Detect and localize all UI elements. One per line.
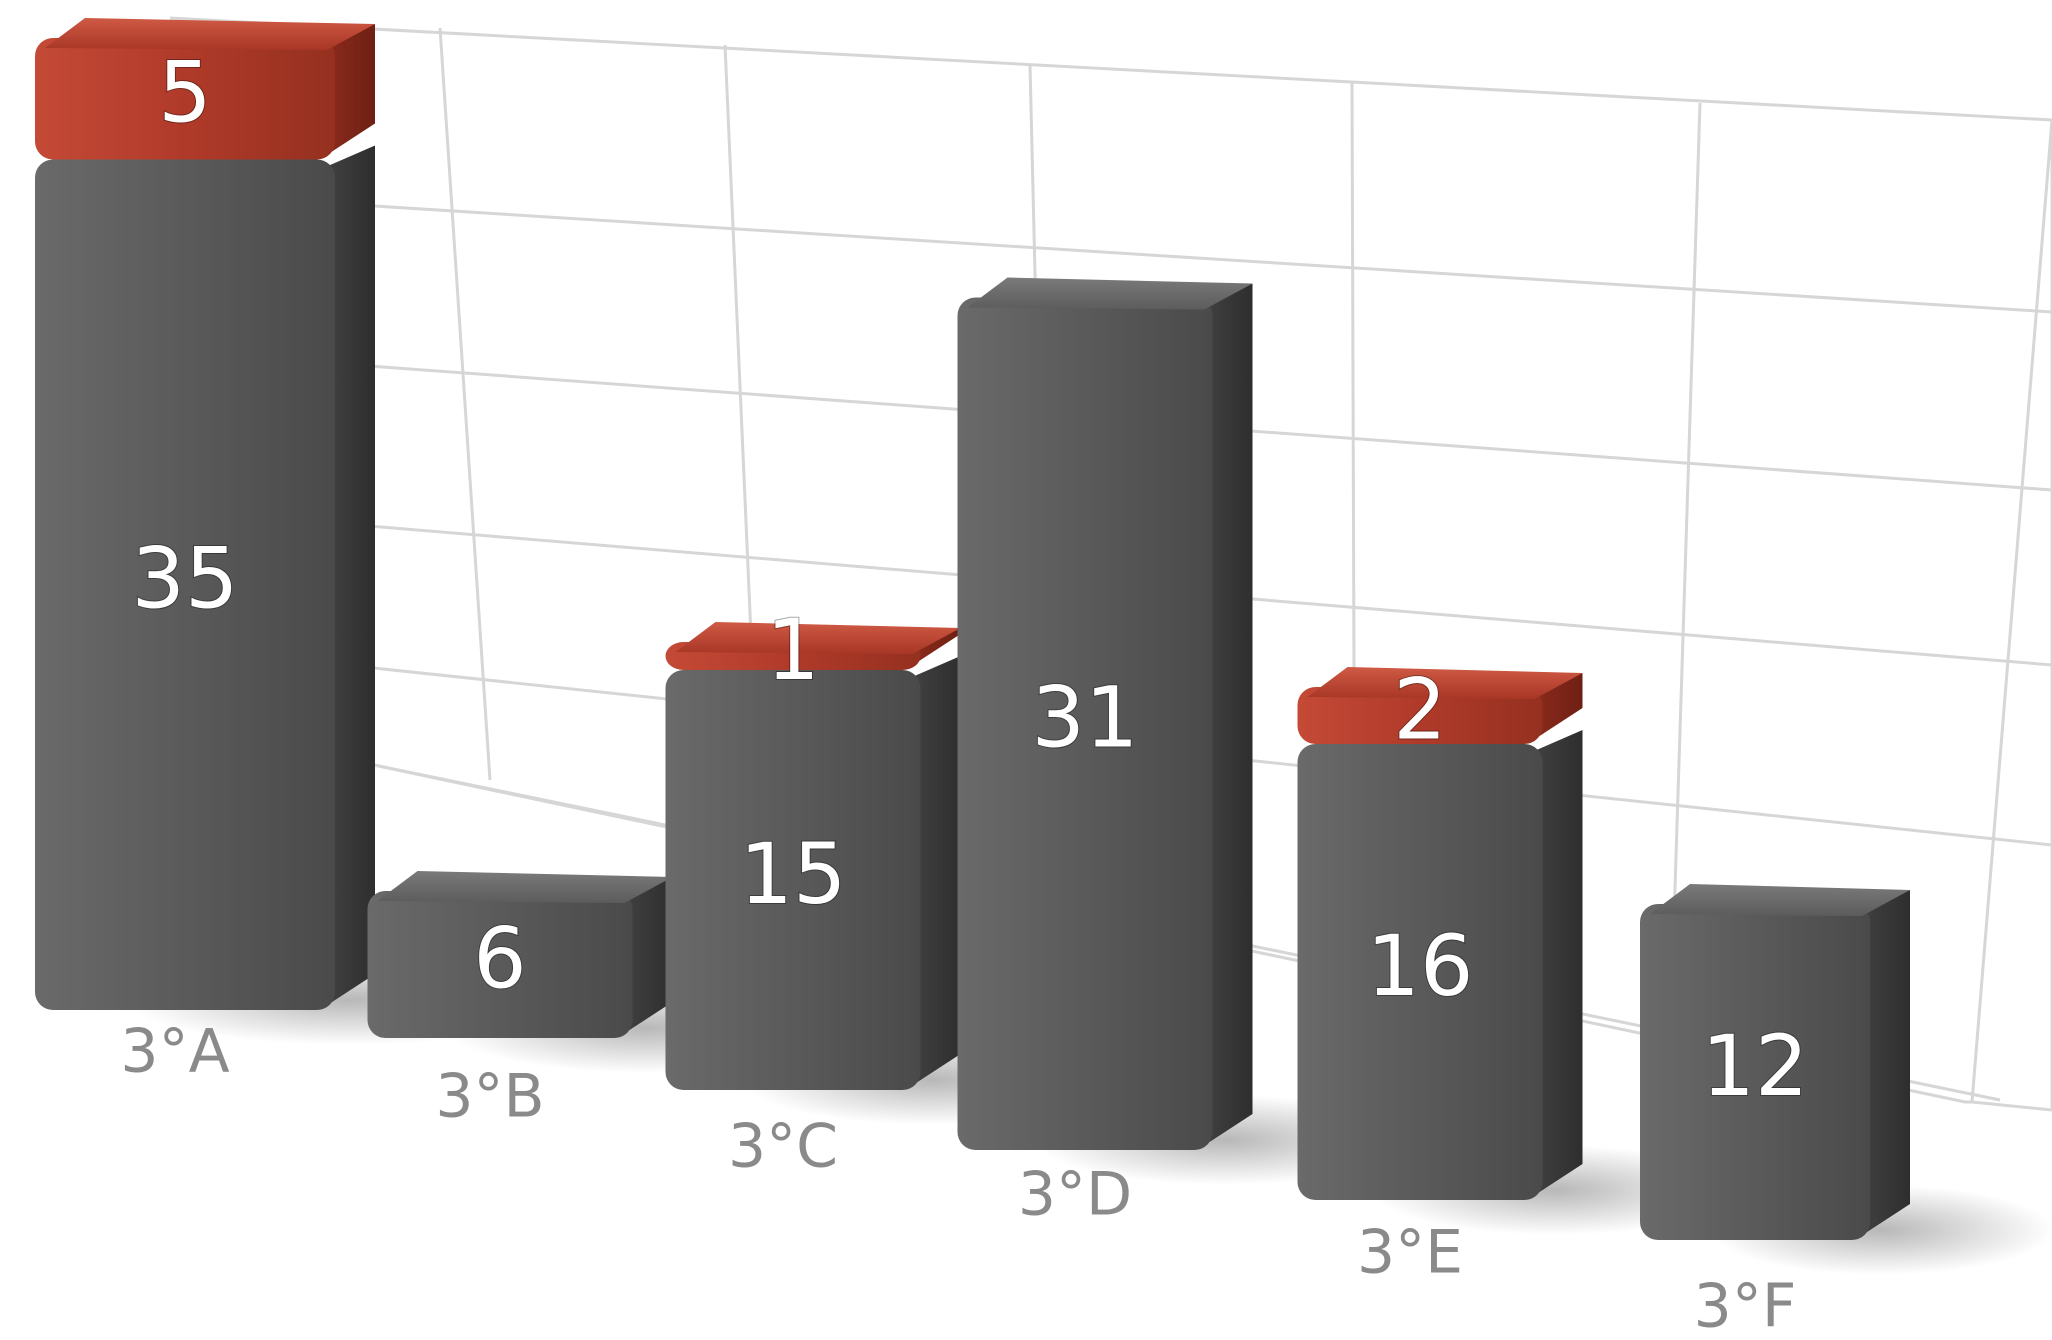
bar-segment-gray-side xyxy=(329,145,375,1004)
bar-cap-top xyxy=(1307,667,1583,699)
bar-value-label: 16 xyxy=(1367,917,1474,1015)
bar-value-label: 5 xyxy=(158,44,211,142)
bar-segment-gray-side xyxy=(1206,283,1253,1144)
grid-line-v xyxy=(1970,119,2052,1103)
bar-segment-red-side xyxy=(914,628,961,664)
bar-segment-gray-side xyxy=(914,656,961,1084)
bar-group xyxy=(1640,884,2052,1275)
bar-segment-gray-front xyxy=(1297,744,1543,1200)
bar-segment-red-front xyxy=(1297,687,1543,744)
bar-segment-gray-front xyxy=(665,670,921,1090)
bar-cap-top xyxy=(1650,884,1910,916)
category-tick-label: 3°F xyxy=(1694,1272,1797,1340)
grid-line-v xyxy=(1668,102,1702,1046)
grid-line-v xyxy=(438,27,492,781)
bar-value-label: 31 xyxy=(1032,669,1139,767)
bar-segment-gray-front xyxy=(957,297,1213,1150)
bar-value-label: 15 xyxy=(740,825,847,923)
bar-cap-top xyxy=(45,18,375,50)
bar-cap-top xyxy=(377,871,673,903)
bar-value-label: 1 xyxy=(766,601,819,699)
bar-segment-red-front xyxy=(35,38,335,160)
labels-group: 35 5 3°A 6 3°B 15 1 3°C 31 3°D 16 2 3°E 12 3°F xyxy=(120,43,1809,1340)
category-tick-label: 3°E xyxy=(1357,1218,1463,1288)
bar-segment-gray-side xyxy=(1536,730,1583,1194)
bar-value-label: 2 xyxy=(1393,660,1446,758)
bar-segment-gray-side xyxy=(626,877,673,1032)
category-tick-label: 3°A xyxy=(120,1017,229,1087)
bars-group xyxy=(35,18,2052,1275)
grid-line-h xyxy=(199,193,2052,314)
bar-group xyxy=(665,622,1125,1125)
category-tick-label: 3°B xyxy=(435,1062,544,1132)
bar-value-label: 12 xyxy=(1702,1017,1809,1115)
bar-segment-gray-front xyxy=(367,891,633,1038)
bar-value-label: 35 xyxy=(132,530,239,628)
category-tick-label: 3°C xyxy=(728,1112,838,1182)
bar-cap-top xyxy=(967,277,1253,310)
bar-value-label: 6 xyxy=(473,909,526,1007)
bar-segment-red-side xyxy=(329,24,375,154)
bar-segment-gray-front xyxy=(1640,904,1870,1240)
bar-cap-top xyxy=(675,622,961,654)
bar-segment-gray-side xyxy=(1864,890,1910,1234)
bar-segment-gray-front xyxy=(35,159,335,1010)
category-tick-label: 3°D xyxy=(1018,1160,1132,1230)
